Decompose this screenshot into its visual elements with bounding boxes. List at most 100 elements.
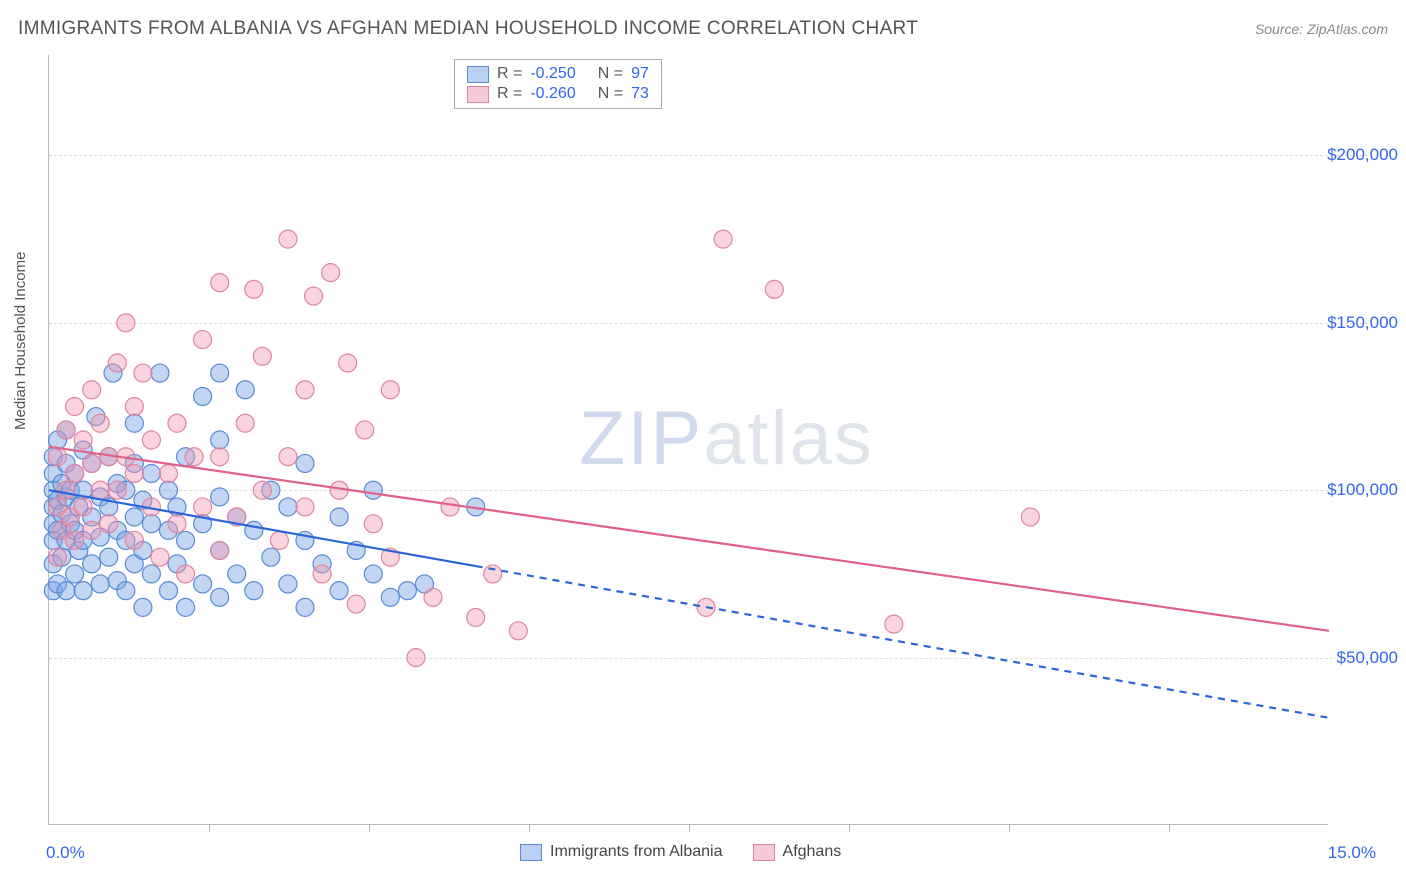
data-point-afghans (177, 565, 195, 583)
correlation-legend: R = -0.250 N = 97R = -0.260N = 73 (454, 59, 662, 109)
legend-row-albania: R = -0.250 N = 97 (467, 64, 649, 84)
data-point-afghans (91, 414, 109, 432)
data-point-afghans (441, 498, 459, 516)
data-point-albania (125, 414, 143, 432)
n-value: 73 (631, 85, 649, 103)
data-point-afghans (245, 280, 263, 298)
data-point-albania (381, 588, 399, 606)
data-point-albania (364, 565, 382, 583)
data-point-albania (66, 565, 84, 583)
data-point-afghans (270, 531, 288, 549)
data-point-afghans (211, 541, 229, 559)
trend-line-afghans (49, 447, 1329, 631)
data-point-afghans (765, 280, 783, 298)
x-tick (1009, 824, 1010, 832)
x-axis-min-label: 0.0% (46, 843, 85, 863)
data-point-afghans (407, 649, 425, 667)
n-label: N = (598, 65, 623, 83)
data-point-albania (245, 582, 263, 600)
data-point-afghans (57, 421, 75, 439)
data-point-afghans (151, 548, 169, 566)
r-label: R = (497, 85, 522, 103)
data-point-afghans (339, 354, 357, 372)
data-point-albania (159, 481, 177, 499)
data-point-afghans (211, 274, 229, 292)
plot-area: ZIPatlas R = -0.250N = 97R = -0.260N = 7… (48, 55, 1328, 825)
data-point-afghans (100, 515, 118, 533)
data-point-albania (211, 488, 229, 506)
data-point-albania (159, 582, 177, 600)
data-point-afghans (509, 622, 527, 640)
data-point-afghans (484, 565, 502, 583)
data-point-albania (134, 598, 152, 616)
data-point-afghans (142, 431, 160, 449)
data-point-albania (245, 521, 263, 539)
r-value: -0.250 (530, 65, 575, 83)
data-point-afghans (168, 414, 186, 432)
data-point-albania (330, 582, 348, 600)
data-point-afghans (714, 230, 732, 248)
data-point-albania (100, 548, 118, 566)
data-point-albania (57, 582, 75, 600)
legend-swatch (467, 66, 489, 83)
y-tick-label: $100,000 (1327, 480, 1398, 500)
data-point-afghans (1021, 508, 1039, 526)
data-point-afghans (125, 531, 143, 549)
data-point-albania (211, 364, 229, 382)
data-point-afghans (49, 548, 67, 566)
x-tick (849, 824, 850, 832)
data-point-afghans (168, 515, 186, 533)
n-value: 97 (631, 65, 649, 83)
data-point-albania (142, 515, 160, 533)
data-point-afghans (194, 331, 212, 349)
legend-swatch (753, 844, 775, 861)
series-legend: Immigrants from Albania Afghans (520, 843, 841, 861)
data-point-afghans (74, 431, 92, 449)
y-axis-label: Median Household Income (12, 252, 29, 430)
data-point-albania (117, 582, 135, 600)
x-tick (209, 824, 210, 832)
data-point-afghans (356, 421, 374, 439)
data-point-afghans (57, 481, 75, 499)
data-point-afghans (108, 354, 126, 372)
data-point-albania (236, 381, 254, 399)
legend-swatch (467, 86, 489, 103)
legend-item-albania: Immigrants from Albania (520, 843, 723, 861)
data-point-afghans (108, 481, 126, 499)
r-label: R = (497, 65, 522, 83)
data-point-afghans (279, 448, 297, 466)
data-point-afghans (296, 381, 314, 399)
data-point-afghans (253, 347, 271, 365)
data-point-afghans (74, 498, 92, 516)
data-point-afghans (236, 414, 254, 432)
legend-swatch (520, 844, 542, 861)
data-point-albania (211, 588, 229, 606)
legend-row-afghans: R = -0.260N = 73 (467, 84, 649, 104)
data-point-afghans (66, 398, 84, 416)
data-point-afghans (49, 448, 67, 466)
x-tick (689, 824, 690, 832)
scatter-plot (49, 55, 1328, 824)
data-point-afghans (117, 314, 135, 332)
data-point-albania (296, 598, 314, 616)
data-point-albania (194, 387, 212, 405)
data-point-albania (83, 555, 101, 573)
x-tick (369, 824, 370, 832)
data-point-albania (262, 548, 280, 566)
data-point-afghans (467, 608, 485, 626)
legend-item-afghans: Afghans (753, 843, 842, 861)
data-point-afghans (134, 364, 152, 382)
data-point-afghans (885, 615, 903, 633)
data-point-afghans (253, 481, 271, 499)
data-point-afghans (83, 454, 101, 472)
x-axis-max-label: 15.0% (1328, 843, 1376, 863)
data-point-afghans (83, 521, 101, 539)
data-point-afghans (91, 481, 109, 499)
data-point-afghans (322, 264, 340, 282)
data-point-albania (279, 575, 297, 593)
data-point-afghans (194, 498, 212, 516)
y-tick-label: $200,000 (1327, 145, 1398, 165)
data-point-afghans (211, 448, 229, 466)
data-point-afghans (66, 464, 84, 482)
r-value: -0.260 (530, 85, 575, 103)
